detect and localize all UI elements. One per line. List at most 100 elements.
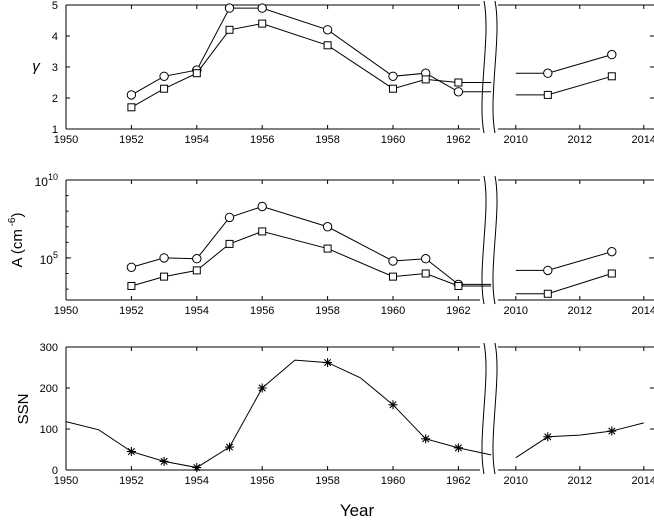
circle-marker — [543, 265, 553, 276]
asterisk-marker — [421, 434, 431, 444]
x-tick-label: 1960 — [381, 475, 405, 487]
series-line-left — [131, 7, 492, 96]
axis-break-right — [492, 0, 498, 134]
series-line-right — [515, 54, 612, 74]
y-tick-label: 100 — [40, 424, 58, 436]
x-axis-title-year: Year — [340, 501, 375, 520]
x-tick-label: 2012 — [568, 305, 592, 317]
circle-marker — [224, 212, 235, 223]
x-tick-label: 1958 — [315, 475, 339, 487]
circle-marker — [388, 256, 398, 266]
y-axis-title-ssn: SSN — [15, 394, 32, 425]
y-tick-label: 1 — [52, 124, 58, 136]
x-tick-label: 1954 — [185, 475, 209, 487]
y-tick-label: 5 — [52, 0, 58, 12]
y-tick-label: 105 — [40, 250, 58, 267]
square-marker — [127, 103, 136, 112]
y-axis-title-a: A (cm -6) — [7, 212, 26, 267]
x-tick-label: 1952 — [119, 475, 143, 487]
x-tick-label: 1954 — [185, 305, 209, 317]
x-tick-label: 1956 — [250, 475, 274, 487]
asterisk-marker — [159, 456, 169, 466]
circle-marker — [192, 254, 202, 264]
asterisk-marker — [388, 400, 398, 410]
square-marker — [225, 25, 234, 34]
x-tick-label: 1956 — [250, 134, 274, 146]
y-axis-title-gamma: γ — [32, 58, 41, 75]
x-tick-label: 1960 — [381, 305, 405, 317]
x-tick-label: 1962 — [446, 475, 470, 487]
x-tick-label: 2010 — [504, 134, 528, 146]
y-axis-title-exp: -6 — [7, 217, 18, 229]
x-tick-label: 2014 — [632, 305, 654, 317]
square-marker — [389, 84, 397, 93]
y-tick-label: 3 — [52, 62, 58, 74]
panel-middle-series-0 — [126, 201, 617, 290]
x-tick-label: 2012 — [568, 475, 592, 487]
series-line-left — [131, 230, 492, 287]
x-tick-label: 2014 — [632, 475, 654, 487]
circle-marker — [159, 253, 169, 263]
square-marker — [258, 227, 267, 236]
y-tick-label: 200 — [40, 383, 58, 395]
series-line-right — [515, 422, 644, 459]
panel-bottom-frame: 1950 1952 1954 1956 1958 1960 1962 2010 2012 2014 — [54, 342, 654, 487]
x-tick-label: 1960 — [381, 134, 405, 146]
x-tick-label: 1954 — [185, 134, 209, 146]
asterisk-marker — [453, 443, 463, 453]
x-tick-label: 1952 — [119, 305, 143, 317]
panel-middle-frame: 1950 1952 1954 1956 1958 1960 1962 2010 2012 2014 — [54, 175, 654, 317]
square-marker — [454, 281, 463, 290]
asterisk-marker — [257, 383, 267, 393]
x-tick-label: 1962 — [446, 305, 470, 317]
square-marker — [421, 75, 430, 84]
square-marker — [543, 90, 552, 99]
square-marker — [160, 272, 169, 281]
y-tick-exponent: 5 — [53, 250, 58, 260]
asterisk-marker — [192, 463, 202, 473]
axis-break-left — [481, 342, 487, 475]
square-marker — [543, 289, 552, 298]
y-tick-base: 10 — [40, 253, 54, 267]
axis-break-right — [492, 175, 498, 305]
panel-bottom-series-0 — [65, 358, 644, 473]
square-marker — [607, 269, 616, 278]
x-tick-label: 2014 — [632, 134, 654, 146]
axis-break-left — [481, 175, 487, 305]
series-line-right — [515, 273, 612, 295]
square-marker — [192, 69, 201, 78]
x-tick-label: 1952 — [119, 134, 143, 146]
series-line-right — [515, 251, 612, 271]
asterisk-marker — [323, 358, 333, 368]
x-tick-label: 2012 — [568, 134, 592, 146]
square-marker — [192, 266, 201, 275]
circle-marker — [607, 246, 617, 257]
series-line-left — [131, 23, 492, 108]
circle-marker — [257, 3, 267, 13]
series-line-right — [515, 75, 612, 96]
y-tick-label: 300 — [40, 342, 58, 354]
square-marker — [607, 72, 616, 81]
square-marker — [258, 19, 267, 28]
circle-marker — [126, 262, 137, 272]
square-marker — [323, 244, 332, 253]
x-tick-label: 1958 — [315, 305, 339, 317]
circle-marker — [257, 201, 267, 212]
series-line-left — [131, 205, 492, 285]
y-tick-label: 2 — [52, 93, 58, 105]
circle-marker — [388, 71, 398, 82]
x-tick-label: 1950 — [54, 134, 78, 146]
circle-marker — [126, 90, 137, 100]
square-marker — [225, 239, 234, 248]
y-tick-base: 10 — [35, 175, 49, 189]
circle-marker — [322, 222, 333, 232]
square-marker — [160, 84, 169, 93]
axis-break-left — [481, 0, 487, 134]
square-marker — [421, 269, 430, 278]
square-marker — [454, 78, 463, 87]
square-marker — [389, 272, 397, 281]
circle-marker — [322, 25, 333, 35]
y-tick-label: 1010 — [35, 172, 58, 189]
circle-marker — [421, 254, 431, 264]
